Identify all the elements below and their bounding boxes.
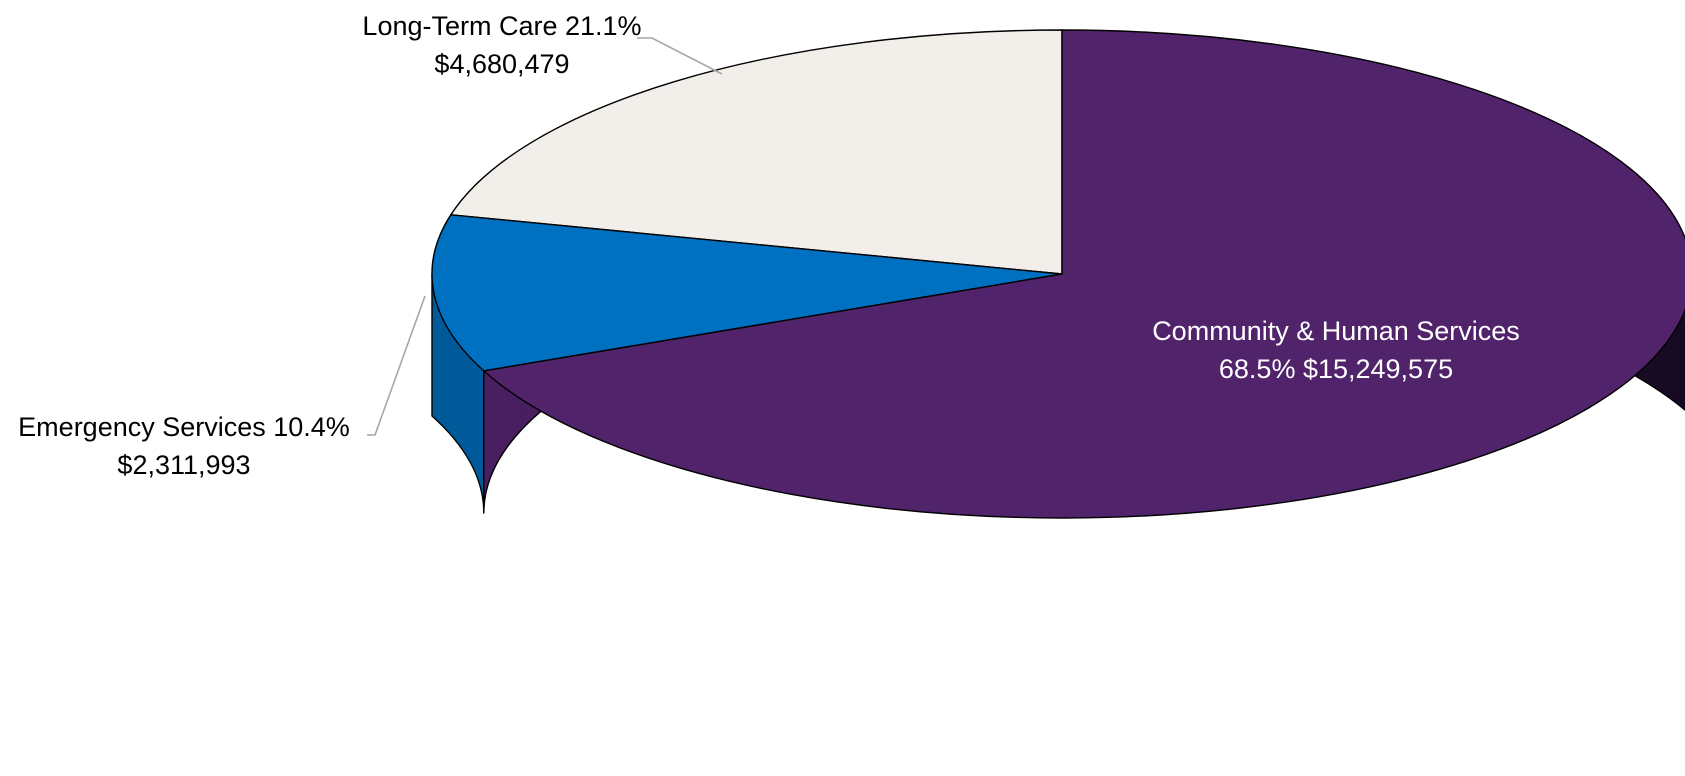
slice-label-line1-community-human-services: Community & Human Services: [1152, 316, 1520, 346]
leader-line-emergency-services: [367, 295, 426, 436]
slice-long-term-care: [450, 29, 1063, 275]
slice-label-long-term-care: Long-Term Care 21.1% $4,680,479: [362, 11, 641, 79]
pie-tops: [431, 29, 1685, 519]
slice-label-line1-emergency-services: Emergency Services 10.4%: [18, 412, 350, 442]
slice-label-emergency-services: Emergency Services 10.4% $2,311,993: [18, 412, 350, 480]
slice-label-line2-community-human-services: 68.5% $15,249,575: [1219, 354, 1453, 384]
slice-label-line1-long-term-care: Long-Term Care 21.1%: [362, 11, 641, 41]
slice-community-human-services: [483, 29, 1685, 519]
slice-emergency-services: [431, 214, 1063, 372]
slice-label-line2-emergency-services: $2,311,993: [117, 450, 250, 480]
leader-lines: [367, 37, 723, 436]
slice-labels: Long-Term Care 21.1% $4,680,479 Emergency …: [18, 11, 1520, 480]
slice-label-community-human-services: Community & Human Services 68.5% $15,249,…: [1152, 316, 1520, 384]
leader-line-long-term-care: [637, 37, 723, 75]
slice-label-line2-long-term-care: $4,680,479: [434, 49, 569, 79]
